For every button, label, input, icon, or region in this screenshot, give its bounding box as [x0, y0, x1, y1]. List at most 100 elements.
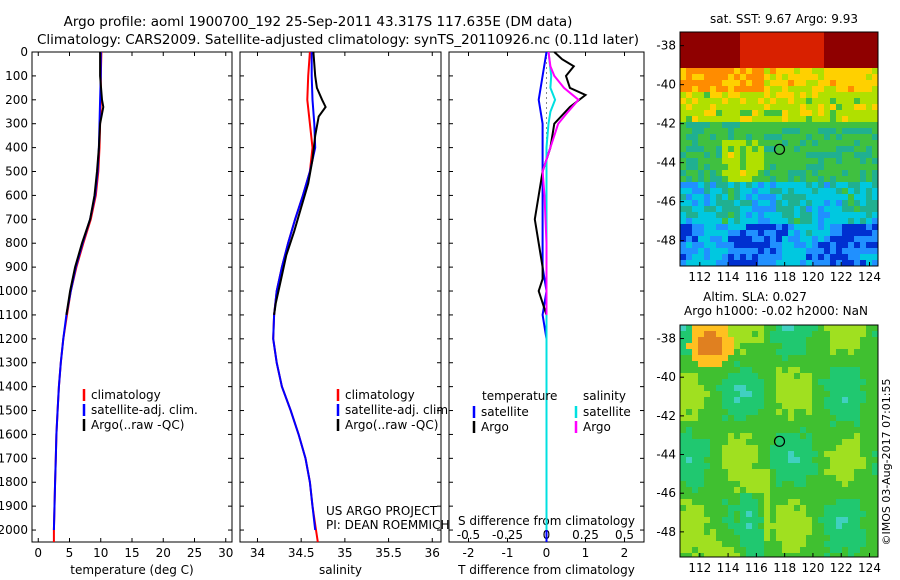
- map-cell: [866, 188, 873, 195]
- map-cell: [812, 439, 819, 446]
- map-cell: [692, 457, 699, 464]
- map-cell: [818, 373, 825, 380]
- map-cell: [770, 56, 777, 63]
- map-cell: [704, 68, 711, 75]
- map-cell: [716, 260, 723, 266]
- y-tick-label: 700: [5, 212, 28, 226]
- map-cell: [764, 457, 771, 464]
- map-cell: [842, 553, 849, 557]
- map-cell: [818, 451, 825, 458]
- map-cell: [680, 421, 687, 428]
- map-cell: [794, 56, 801, 63]
- map-cell: [794, 224, 801, 231]
- map-cell: [734, 200, 741, 207]
- map-cell: [848, 170, 855, 177]
- map-cell: [830, 176, 837, 183]
- map-cell: [848, 427, 855, 434]
- map-cell: [836, 379, 843, 386]
- map-cell: [854, 128, 861, 135]
- map-cell: [806, 529, 813, 536]
- map-cell: [776, 523, 783, 530]
- x-tick-label-secondary: 0.5: [615, 528, 634, 542]
- map-cell: [710, 260, 717, 266]
- map-cell: [782, 481, 789, 488]
- x-tick-label: 35.5: [375, 546, 402, 560]
- map-cell: [710, 511, 717, 518]
- map-cell: [806, 493, 813, 500]
- map-cell: [824, 194, 831, 201]
- map-cell: [770, 403, 777, 410]
- map-cell: [698, 475, 705, 482]
- map-cell: [704, 547, 711, 554]
- map-cell: [728, 337, 735, 344]
- map-cell: [872, 62, 878, 69]
- map-cell: [842, 32, 849, 39]
- map-cell: [788, 355, 795, 362]
- map-cell: [848, 116, 855, 123]
- map-cell: [848, 86, 855, 93]
- map-cell: [848, 451, 855, 458]
- map-cell: [746, 379, 753, 386]
- map-cell: [710, 553, 717, 557]
- map-cell: [842, 427, 849, 434]
- map-cell: [728, 164, 735, 171]
- map-cell: [746, 104, 753, 111]
- map-cell: [782, 499, 789, 506]
- map-cell: [764, 517, 771, 524]
- map-cell: [722, 385, 729, 392]
- map-cell: [806, 331, 813, 338]
- map-cell: [740, 128, 747, 135]
- map-cell: [692, 487, 699, 494]
- map-cell: [860, 451, 867, 458]
- map-cell: [836, 260, 843, 266]
- map-cell: [728, 62, 735, 69]
- map-cell: [860, 128, 867, 135]
- map-cell: [710, 349, 717, 356]
- map-cell: [788, 158, 795, 165]
- map-cell: [782, 439, 789, 446]
- map-cell: [830, 349, 837, 356]
- map-cell: [812, 50, 819, 57]
- map-cell: [866, 373, 873, 380]
- map-cell: [788, 553, 795, 557]
- map-cell: [836, 110, 843, 117]
- map-cell: [692, 343, 699, 350]
- map-cell: [722, 361, 729, 368]
- map-cell: [728, 44, 735, 51]
- map-cell: [770, 74, 777, 81]
- map-cell: [866, 343, 873, 350]
- map-cell: [782, 553, 789, 557]
- map-cell: [860, 260, 867, 266]
- map-cell: [818, 547, 825, 554]
- map-cell: [698, 331, 705, 338]
- map-cell: [866, 487, 873, 494]
- map-cell: [842, 493, 849, 500]
- map-cell: [872, 242, 878, 249]
- map-cell: [764, 86, 771, 93]
- map-cell: [752, 56, 759, 63]
- map-cell: [740, 74, 747, 81]
- map-cell: [830, 200, 837, 207]
- map-cell: [818, 218, 825, 225]
- map-cell: [848, 439, 855, 446]
- map-cell: [824, 200, 831, 207]
- map-cell: [746, 403, 753, 410]
- map-cell: [848, 325, 855, 332]
- map-cell: [698, 325, 705, 332]
- map-cell: [680, 56, 687, 63]
- map-cell: [764, 50, 771, 57]
- header-line1: Argo profile: aoml 1900700_192 25-Sep-20…: [64, 14, 573, 30]
- map-cell: [872, 349, 878, 356]
- map-cell: [728, 505, 735, 512]
- map-cell: [776, 541, 783, 548]
- y-tick-label: 200: [5, 93, 28, 107]
- map-cell: [752, 385, 759, 392]
- map-cell: [692, 170, 699, 177]
- map-cell: [788, 391, 795, 398]
- map-cell: [716, 553, 723, 557]
- map-cell: [836, 433, 843, 440]
- map-cell: [758, 523, 765, 530]
- map-cell: [818, 457, 825, 464]
- map-cell: [776, 134, 783, 141]
- map-cell: [782, 158, 789, 165]
